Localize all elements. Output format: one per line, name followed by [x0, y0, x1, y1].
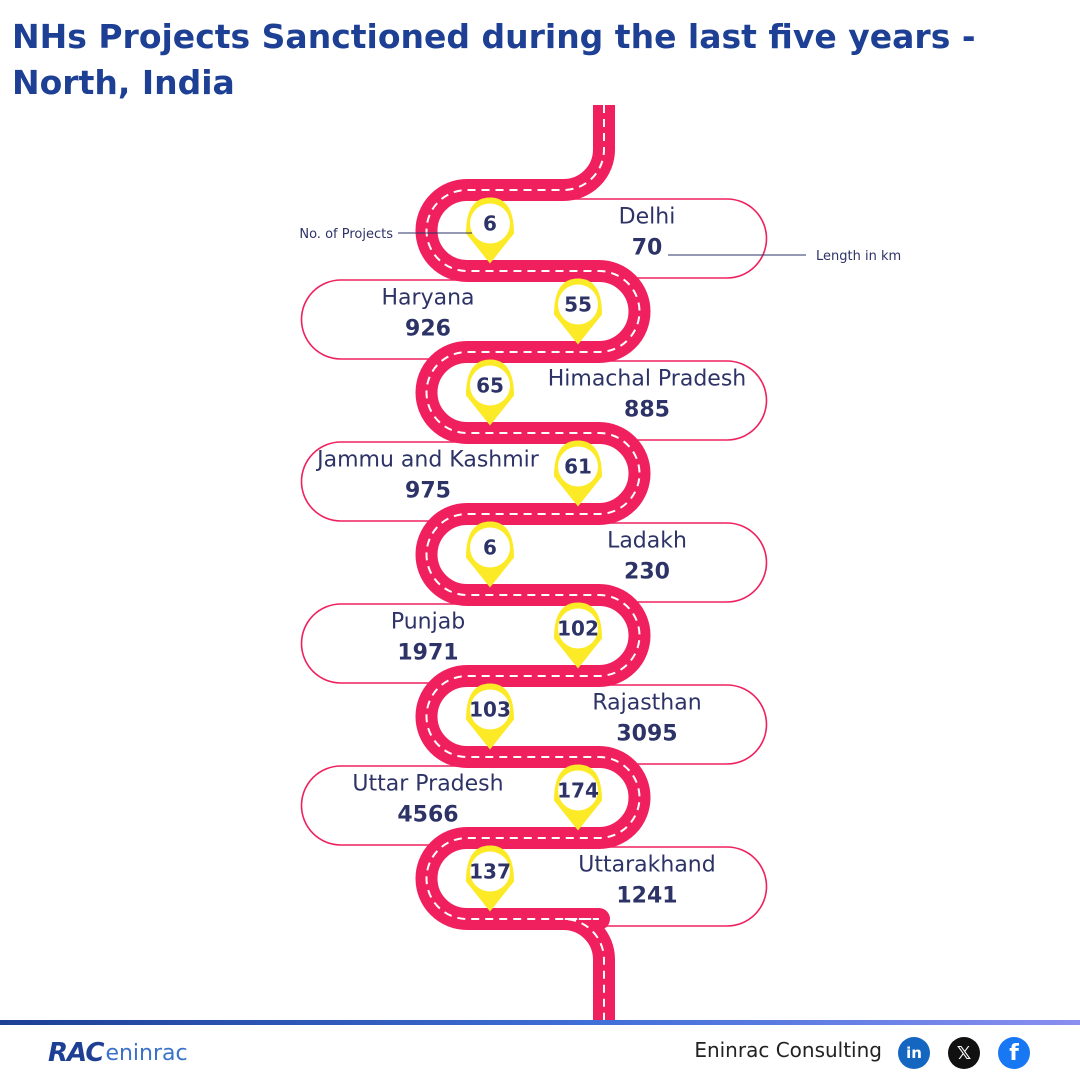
projects-value: 65	[476, 374, 504, 398]
pin-center	[470, 365, 510, 406]
brand-name: Eninrac Consulting	[694, 1038, 882, 1062]
road-path	[415, 105, 651, 1020]
page-title: NHs Projects Sanctioned during the last …	[12, 17, 976, 102]
project-pin: 137	[466, 845, 514, 912]
project-pin: 6	[466, 197, 514, 264]
projects-value: 174	[557, 779, 599, 803]
length-value: 230	[624, 560, 670, 585]
projects-value: 137	[469, 860, 511, 884]
state-name: Rajasthan	[592, 691, 701, 716]
pin-center	[470, 851, 510, 892]
row-outlines	[300, 198, 768, 927]
length-value: 70	[632, 236, 663, 261]
length-value: 3095	[616, 722, 677, 747]
row-labels: Delhi 70 Haryana 926 Himachal Pradesh 885 Jamm…	[315, 205, 746, 909]
row-outline	[467, 846, 768, 927]
length-value: 885	[624, 398, 670, 423]
projects-value: 61	[564, 455, 592, 479]
linkedin-icon[interactable]: in	[898, 1037, 930, 1069]
road-chart: Delhi 70 Haryana 926 Himachal Pradesh 885 Jamm…	[299, 105, 901, 1020]
row-outline	[467, 684, 768, 765]
company-logo: RAC eninrac	[48, 1036, 188, 1070]
pin-center	[558, 608, 598, 649]
row-outline	[300, 765, 599, 846]
length-value: 1241	[616, 884, 677, 909]
x-icon[interactable]: 𝕏	[948, 1037, 980, 1069]
state-name: Ladakh	[607, 529, 687, 554]
project-pin: 6	[466, 521, 514, 588]
pin-center	[470, 689, 510, 730]
state-name: Uttarakhand	[578, 853, 715, 878]
projects-callout-label: No. of Projects	[299, 227, 393, 242]
project-pin: 103	[466, 683, 514, 750]
project-pin: 55	[554, 278, 602, 345]
length-value: 4566	[397, 803, 458, 828]
projects-value: 6	[483, 212, 497, 236]
project-pin: 102	[554, 602, 602, 669]
logo-eninrac-text: eninrac	[105, 1040, 188, 1066]
row-outline	[300, 279, 599, 360]
project-pin: 61	[554, 440, 602, 507]
projects-value: 103	[469, 698, 511, 722]
state-name: Delhi	[619, 205, 676, 230]
state-name: Himachal Pradesh	[548, 367, 747, 392]
row-outline	[300, 441, 599, 522]
state-name: Haryana	[382, 286, 475, 311]
project-pin: 65	[466, 359, 514, 426]
length-value: 975	[405, 479, 451, 504]
length-value: 1971	[397, 641, 458, 666]
legend-callouts: No. of Projects Length in km	[299, 227, 901, 264]
projects-value: 55	[564, 293, 592, 317]
state-name: Jammu and Kashmir	[315, 448, 540, 473]
pin-center	[558, 284, 598, 325]
row-outline	[467, 360, 768, 441]
pin-center	[558, 770, 598, 811]
row-outline	[467, 522, 768, 603]
facebook-icon[interactable]: f	[998, 1037, 1030, 1069]
project-pin: 174	[554, 764, 602, 831]
state-name: Punjab	[391, 610, 465, 635]
state-name: Uttar Pradesh	[352, 772, 503, 797]
pin-center	[470, 203, 510, 244]
length-value: 926	[405, 317, 451, 342]
pin-center	[558, 446, 598, 487]
projects-value: 6	[483, 536, 497, 560]
length-callout-label: Length in km	[816, 249, 901, 264]
road-center-dash	[425, 105, 641, 1020]
logo-rac-text: RAC	[48, 1038, 104, 1068]
row-outline	[467, 198, 768, 279]
row-outline	[300, 603, 599, 684]
footer-divider	[0, 1020, 1080, 1025]
projects-value: 102	[557, 617, 599, 641]
pin-center	[470, 527, 510, 568]
project-pins: 6 55 65 61 6 102 103 174 137	[466, 197, 602, 912]
